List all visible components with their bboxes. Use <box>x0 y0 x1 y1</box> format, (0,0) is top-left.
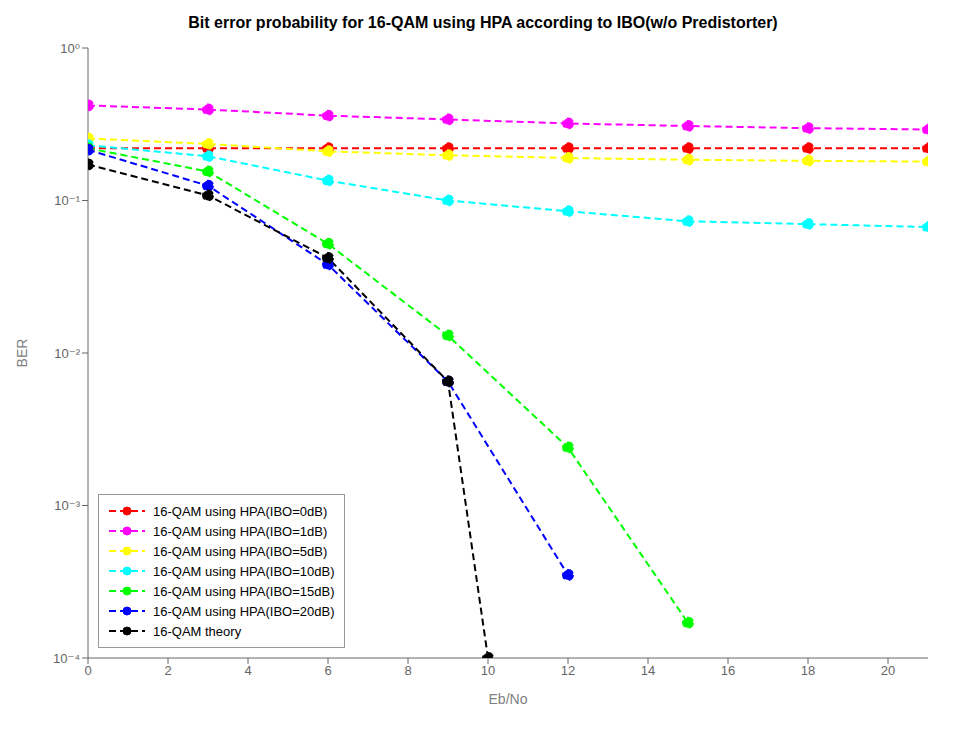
svg-text:10⁰: 10⁰ <box>60 41 80 56</box>
svg-text:0: 0 <box>84 663 91 678</box>
svg-text:10: 10 <box>481 663 495 678</box>
svg-text:6: 6 <box>324 663 331 678</box>
html-text:16-QAM using HPA(IBO=0dB): 16-QAM using HPA(IBO=0dB) <box>153 503 328 519</box>
svg-text:12: 12 <box>561 663 575 678</box>
html-text:16-QAM using HPA(IBO=10dB): 16-QAM using HPA(IBO=10dB) <box>153 563 335 579</box>
svg-text:16: 16 <box>721 663 735 678</box>
html-text:16-QAM using HPA(IBO=15dB): 16-QAM using HPA(IBO=15dB) <box>153 583 335 599</box>
svg-text:10⁻⁴: 10⁻⁴ <box>53 651 80 666</box>
html-text:16-QAM using HPA(IBO=20dB): 16-QAM using HPA(IBO=20dB) <box>153 603 335 619</box>
svg-text:8: 8 <box>404 663 411 678</box>
svg-text:10⁻²: 10⁻² <box>54 346 80 361</box>
svg-text:10⁻³: 10⁻³ <box>54 498 80 513</box>
html-text:Bit error probability for 16-Q: Bit error probability for 16-QAM using H… <box>188 14 778 31</box>
html-text:16-QAM theory: 16-QAM theory <box>153 623 242 639</box>
svg-text:4: 4 <box>244 663 251 678</box>
svg-text:20: 20 <box>881 663 895 678</box>
svg-text:14: 14 <box>641 663 655 678</box>
svg-text:BER: BER <box>14 339 30 368</box>
svg-text:10⁻¹: 10⁻¹ <box>54 193 80 208</box>
html-text:16-QAM using HPA(IBO=5dB): 16-QAM using HPA(IBO=5dB) <box>153 543 328 559</box>
svg-text:2: 2 <box>164 663 171 678</box>
svg-text:Eb/No: Eb/No <box>489 691 528 707</box>
svg-text:18: 18 <box>801 663 815 678</box>
html-text:16-QAM using HPA(IBO=1dB): 16-QAM using HPA(IBO=1dB) <box>153 523 328 539</box>
